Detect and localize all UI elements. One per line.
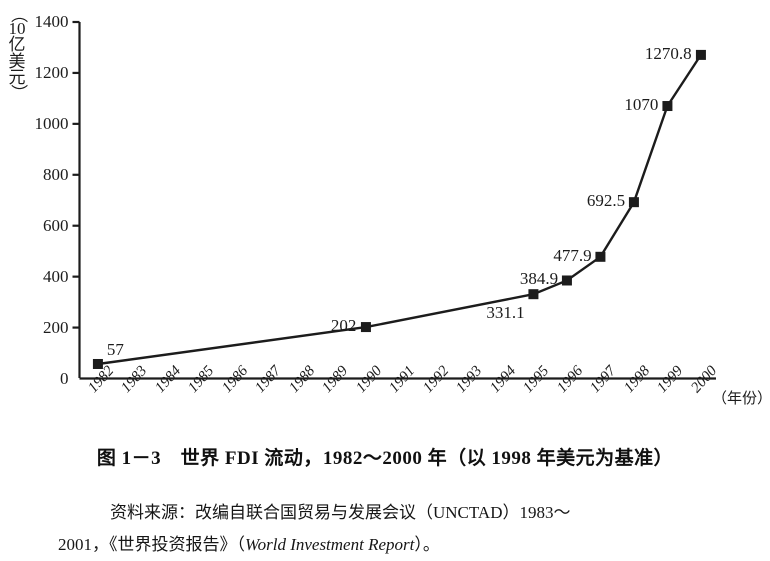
- y-tick-label: 600: [43, 215, 69, 235]
- data-point-value-label: 331.1: [486, 303, 525, 323]
- data-point-marker: [360, 322, 371, 333]
- source-line-1: 资料来源：改编自联合国贸易与发展会议（UNCTAD）1983～: [110, 503, 571, 522]
- y-unit-char-1: 亿: [8, 35, 26, 55]
- y-tick-label: 1000: [34, 113, 69, 133]
- y-unit-char-0: 10: [8, 19, 26, 38]
- source-line-2-suffix: ）。: [414, 535, 440, 554]
- y-axis-unit-label: （ 10 亿 美 元 ）: [4, 6, 30, 102]
- data-point-marker: [561, 275, 572, 286]
- data-point-value-label: 202: [330, 316, 357, 336]
- source-line-2: 2001，《世界投资报告》（World Investment Report）。: [58, 535, 440, 554]
- data-point-value-label: 477.9: [553, 245, 592, 265]
- y-tick-label: 1400: [34, 12, 69, 31]
- data-point-marker: [528, 289, 539, 300]
- y-unit-char-3: 元: [8, 67, 26, 87]
- y-tick-label: 800: [43, 164, 69, 184]
- x-axis-unit-label: （年份）: [712, 391, 770, 407]
- fdi-line-chart: [72, 20, 716, 380]
- figure-caption: 图 1－3 世界 FDI 流动，1982～2000 年（以 1998 年美元为基…: [96, 448, 674, 469]
- source-report-title-italic: World Investment Report: [245, 535, 415, 554]
- data-markers: [92, 49, 706, 369]
- data-point-value-label: 384.9: [519, 269, 559, 289]
- data-point-marker: [92, 358, 103, 369]
- source-line-2-prefix: 2001，《世界投资报告》（: [58, 535, 245, 554]
- figure-source-note: 资料来源：改编自联合国贸易与发展会议（UNCTAD）1983～ 2001，《世界…: [58, 497, 718, 561]
- y-tick-label: 400: [43, 266, 69, 286]
- data-point-value-label: 1070: [624, 95, 659, 115]
- y-tick-label: 1200: [34, 62, 69, 82]
- data-point-marker: [695, 49, 706, 60]
- data-point-marker: [595, 251, 606, 262]
- data-line: [97, 54, 702, 366]
- data-point-value-label: 57: [106, 339, 124, 359]
- data-point-marker: [662, 101, 673, 112]
- data-point-value-label: 692.5: [586, 191, 626, 211]
- y-unit-char-2: 美: [8, 51, 26, 71]
- data-point-marker: [628, 197, 639, 208]
- y-tick-label: 200: [43, 317, 69, 337]
- y-tick-label: 0: [60, 368, 69, 388]
- data-point-value-label: 1270.8: [644, 43, 692, 63]
- y-axis-ticks: [72, 20, 80, 329]
- y-unit-paren-close: ）: [8, 84, 28, 102]
- figure-container: （ 10 亿 美 元 ） 0 200 400 600 800 1000 1200 1400 1…: [4, 6, 770, 407]
